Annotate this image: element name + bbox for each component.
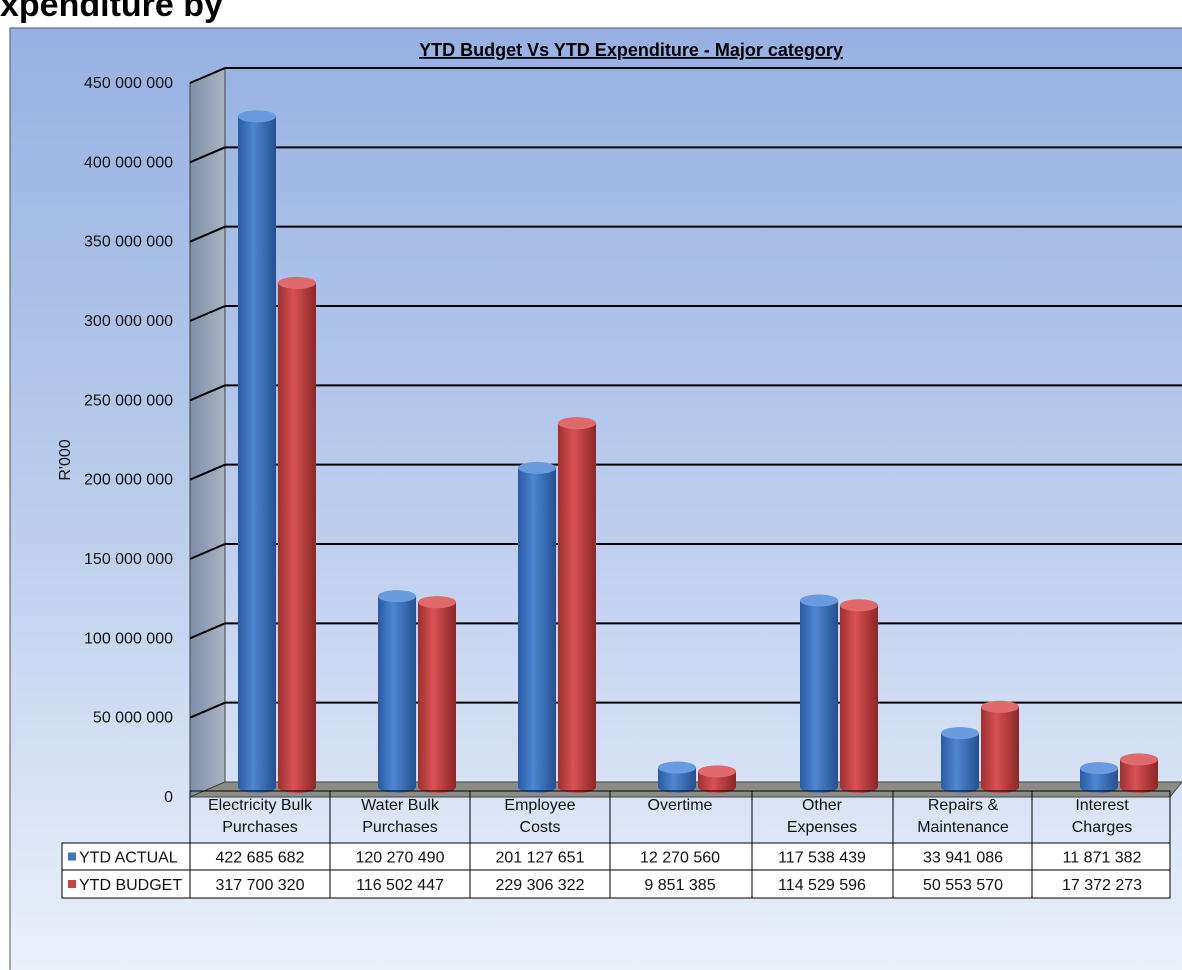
x-category-label: Charges [1072, 819, 1132, 836]
gridline-diagonal [189, 67, 226, 84]
x-category-label: Employee [504, 797, 575, 814]
bar-cap [800, 594, 838, 607]
x-category-label: Interest [1075, 797, 1129, 814]
bar-body [981, 706, 1019, 793]
data-label: 229 306 322 [496, 877, 585, 894]
bar-cap [238, 110, 276, 123]
bar-budget [558, 417, 596, 793]
gridline-diagonal [189, 543, 226, 560]
gridline-diagonal [189, 305, 226, 322]
data-label: 11 871 382 [1063, 850, 1142, 867]
data-label: 9 851 385 [644, 877, 715, 894]
data-label: 17 372 273 [1062, 877, 1142, 894]
gridline-diagonal [189, 701, 226, 719]
bar-cap [518, 461, 556, 474]
gridline-diagonal [189, 622, 226, 640]
bar-body [278, 282, 316, 793]
bar-actual [658, 761, 696, 793]
x-category-label: Maintenance [917, 819, 1009, 836]
y-tick-label: 100 000 000 [84, 630, 173, 647]
y-tick-label: 50 000 000 [93, 710, 173, 727]
bar-cap [558, 417, 596, 430]
data-label: 114 529 596 [778, 877, 866, 894]
data-label: 120 270 490 [356, 850, 445, 867]
gridline-diagonal [189, 225, 226, 243]
legend-swatch-budget [68, 880, 76, 888]
y-tick-label: 300 000 000 [84, 313, 173, 330]
side-wall [189, 67, 226, 798]
bar-budget [840, 599, 878, 793]
bar-body [1080, 768, 1118, 793]
bar-cap [981, 700, 1019, 713]
x-category-label: Costs [520, 819, 561, 836]
legend-label: YTD BUDGET [79, 877, 182, 894]
data-label: 422 685 682 [216, 850, 305, 867]
x-category-label: Purchases [362, 819, 438, 836]
bar-body [518, 467, 556, 793]
bar-actual [518, 461, 556, 793]
bar-body [698, 771, 736, 793]
bar-budget [278, 276, 316, 793]
data-label: 317 700 320 [216, 877, 305, 894]
bar-cap [658, 761, 696, 774]
bar-body [238, 116, 276, 793]
x-category-label: Water Bulk [361, 797, 440, 814]
bar-body [418, 602, 456, 793]
bar-cap [1120, 753, 1158, 766]
bar-budget [1120, 753, 1158, 793]
y-tick-label: 450 000 000 [84, 75, 173, 92]
y-tick-label: 150 000 000 [84, 551, 173, 568]
bar-cap [698, 765, 736, 778]
legend-label: YTD ACTUAL [79, 850, 178, 867]
bar-body [1120, 759, 1158, 793]
bar-body [840, 605, 878, 793]
bar-budget [698, 765, 736, 793]
page-heading: xpenditure by [0, 0, 223, 24]
x-category-label: Electricity Bulk [208, 797, 313, 814]
x-category-label: Purchases [222, 819, 298, 836]
gridline-diagonal [189, 146, 226, 164]
chart-title: YTD Budget Vs YTD Expenditure - Major ca… [419, 40, 843, 60]
bar-cap [1080, 762, 1118, 775]
bar-budget [981, 700, 1019, 793]
data-label: 50 553 570 [923, 877, 1003, 894]
bar-actual [378, 590, 416, 793]
bar-cap [941, 727, 979, 740]
bar-body [558, 423, 596, 793]
gridline-diagonal [189, 463, 226, 481]
y-tick-label: 0 [164, 789, 173, 806]
x-category-label: Expenses [787, 819, 857, 836]
bar-actual [238, 110, 276, 793]
y-tick-label: 250 000 000 [84, 392, 173, 409]
x-category-label: Other [802, 797, 843, 814]
data-label: 12 270 560 [640, 850, 720, 867]
data-label: 33 941 086 [923, 850, 1003, 867]
gridline-diagonal [189, 384, 226, 402]
bar-cap [278, 276, 316, 289]
bar-actual [1080, 762, 1118, 793]
bar-actual [941, 727, 979, 793]
bar-body [378, 596, 416, 793]
bar-cap [418, 596, 456, 609]
bar-body [658, 767, 696, 793]
bar-actual [800, 594, 838, 793]
x-category-label: Repairs & [928, 797, 999, 814]
y-tick-label: 400 000 000 [84, 154, 173, 171]
y-tick-label: 350 000 000 [84, 234, 173, 251]
legend-swatch-actual [68, 852, 76, 861]
bar-budget [418, 596, 456, 793]
y-tick-label: 200 000 000 [84, 472, 173, 489]
bar-cap [378, 590, 416, 603]
data-label: 116 502 447 [356, 877, 444, 894]
bar-body [800, 600, 838, 793]
x-category-label: Overtime [648, 797, 713, 814]
data-label: 201 127 651 [496, 850, 585, 867]
bar-body [941, 733, 979, 793]
y-axis-label: R'000 [57, 439, 74, 480]
data-label: 117 538 439 [778, 850, 866, 867]
bar-cap [840, 599, 878, 612]
